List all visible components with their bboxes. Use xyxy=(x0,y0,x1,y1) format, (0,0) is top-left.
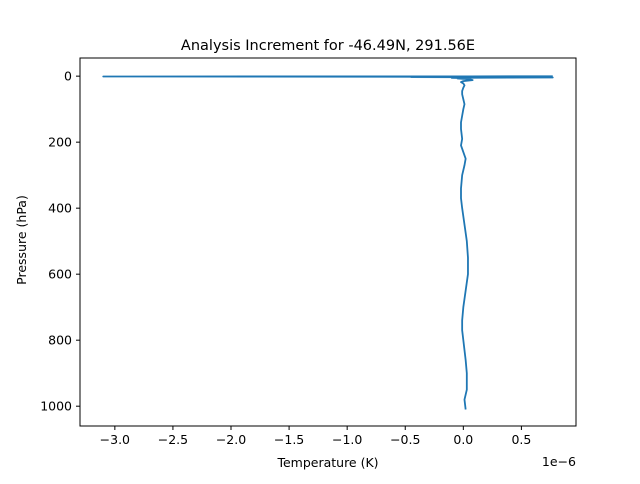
x-tick-label: −3.0 xyxy=(100,432,130,447)
axes-frame xyxy=(79,57,577,427)
y-tick-label: 800 xyxy=(48,333,72,348)
x-tick-label: 0.5 xyxy=(511,432,531,447)
x-tick-label: −2.0 xyxy=(216,432,246,447)
y-axis-label: Pressure (hPa) xyxy=(14,195,29,285)
y-tick-label: 600 xyxy=(48,267,72,282)
x-tick-label: −2.5 xyxy=(158,432,188,447)
x-tick-label: −1.0 xyxy=(332,432,362,447)
x-tick-label: 0.0 xyxy=(453,432,473,447)
y-tick-label: 400 xyxy=(48,201,72,216)
x-axis-label: Temperature (K) xyxy=(276,455,378,470)
y-tick-label: 0 xyxy=(64,69,72,84)
series-line-0 xyxy=(102,75,554,410)
chart-title: Analysis Increment for -46.49N, 291.56E xyxy=(181,38,475,54)
x-tick-label: −0.5 xyxy=(390,432,420,447)
y-tick-label: 1000 xyxy=(40,399,72,414)
plot-area: −3.0 −2.5 −2.0 −1.5 −1.0 −0.5 0.0 0.5 0 200 400 600… xyxy=(40,57,577,447)
x-tick-label: −1.5 xyxy=(274,432,304,447)
x-axis-scale-note: 1e−6 xyxy=(542,454,576,469)
y-tick-label: 200 xyxy=(48,135,72,150)
